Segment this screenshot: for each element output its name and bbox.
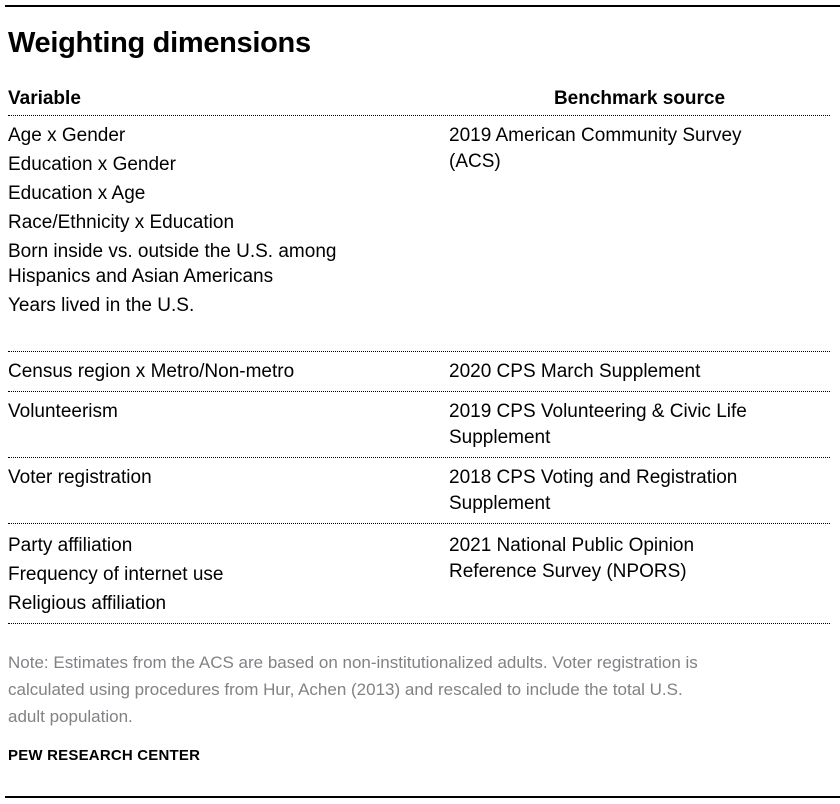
benchmark-line: 2019 CPS Volunteering & Civic Life	[449, 401, 747, 422]
variable-line: Voter registration	[8, 467, 152, 488]
note-line: calculated using procedures from Hur, Ac…	[8, 680, 683, 699]
table-row: Party affiliation Frequency of internet u…	[8, 524, 830, 624]
variable-line: Frequency of internet use	[8, 564, 224, 585]
table-row: Volunteerism 2019 CPS Volunteering & Civi…	[8, 392, 830, 458]
variable-line: Hispanics and Asian Americans	[8, 266, 274, 287]
source-label: PEW RESEARCH CENTER	[8, 747, 201, 764]
variable-item: Education x Gender	[8, 152, 449, 177]
variable-item: Years lived in the U.S.	[8, 293, 449, 318]
variable-item: Voter registration	[8, 465, 449, 490]
benchmark-line: 2021 National Public Opinion	[449, 535, 695, 556]
page-title: Weighting dimensions	[8, 27, 311, 59]
variable-line: Years lived in the U.S.	[8, 295, 195, 316]
variable-line: Race/Ethnicity x Education	[8, 212, 235, 233]
table-row: Age x Gender Education x Gender Education …	[8, 116, 830, 352]
note-text: Note: Estimates from the ACS are based o…	[8, 649, 830, 730]
weighting-table: Variable Benchmark source Age x Gender Ed…	[8, 86, 830, 624]
variable-line: Education x Gender	[8, 154, 176, 175]
table-row: Census region x Metro/Non-metro 2020 CPS …	[8, 352, 830, 392]
benchmark-line: (ACS)	[449, 151, 501, 172]
variable-cell: Voter registration	[8, 465, 449, 517]
benchmark-cell: 2019 CPS Volunteering & Civic Life Supple…	[449, 399, 830, 451]
variable-line: Party affiliation	[8, 535, 133, 556]
variable-item: Age x Gender	[8, 123, 449, 148]
top-rule	[5, 5, 840, 7]
benchmark-cell: 2019 American Community Survey (ACS)	[449, 123, 830, 318]
variable-line: Census region x Metro/Non-metro	[8, 361, 295, 382]
benchmark-line: Supplement	[449, 427, 551, 448]
variable-item: Volunteerism	[8, 399, 449, 424]
variable-line: Religious affiliation	[8, 593, 167, 614]
bottom-rule	[5, 796, 840, 798]
benchmark-line: 2020 CPS March Supplement	[449, 361, 701, 382]
table-header-row: Variable Benchmark source	[8, 86, 830, 116]
variable-cell: Census region x Metro/Non-metro	[8, 359, 449, 385]
column-header-variable: Variable	[8, 88, 81, 109]
benchmark-cell: 2020 CPS March Supplement	[449, 359, 830, 385]
benchmark-line: 2018 CPS Voting and Registration	[449, 467, 738, 488]
variable-item: Race/Ethnicity x Education	[8, 210, 449, 235]
variable-line: Born inside vs. outside the U.S. among	[8, 241, 337, 262]
variable-item: Frequency of internet use	[8, 562, 449, 587]
variable-item: Census region x Metro/Non-metro	[8, 359, 449, 384]
variable-line: Volunteerism	[8, 401, 118, 422]
table-row: Voter registration 2018 CPS Voting and Re…	[8, 458, 830, 524]
table-body: Age x Gender Education x Gender Education …	[8, 116, 830, 624]
variable-item: Party affiliation	[8, 533, 449, 558]
variable-line: Education x Age	[8, 183, 146, 204]
note-line: adult population.	[8, 707, 133, 726]
variable-item: Education x Age	[8, 181, 449, 206]
note-line: Note: Estimates from the ACS are based o…	[8, 653, 698, 672]
variable-line: Age x Gender	[8, 125, 126, 146]
benchmark-cell: 2021 National Public Opinion Reference Su…	[449, 533, 830, 616]
benchmark-cell: 2018 CPS Voting and Registration Suppleme…	[449, 465, 830, 517]
benchmark-line: Supplement	[449, 493, 551, 514]
variable-cell: Volunteerism	[8, 399, 449, 451]
variable-item: Religious affiliation	[8, 591, 449, 616]
variable-item: Born inside vs. outside the U.S. among Hi…	[8, 239, 449, 289]
column-header-benchmark-source: Benchmark source	[553, 88, 726, 109]
benchmark-line: Reference Survey (NPORS)	[449, 561, 687, 582]
variable-cell: Age x Gender Education x Gender Education …	[8, 123, 449, 318]
benchmark-line: 2019 American Community Survey	[449, 125, 742, 146]
variable-cell: Party affiliation Frequency of internet u…	[8, 533, 449, 616]
